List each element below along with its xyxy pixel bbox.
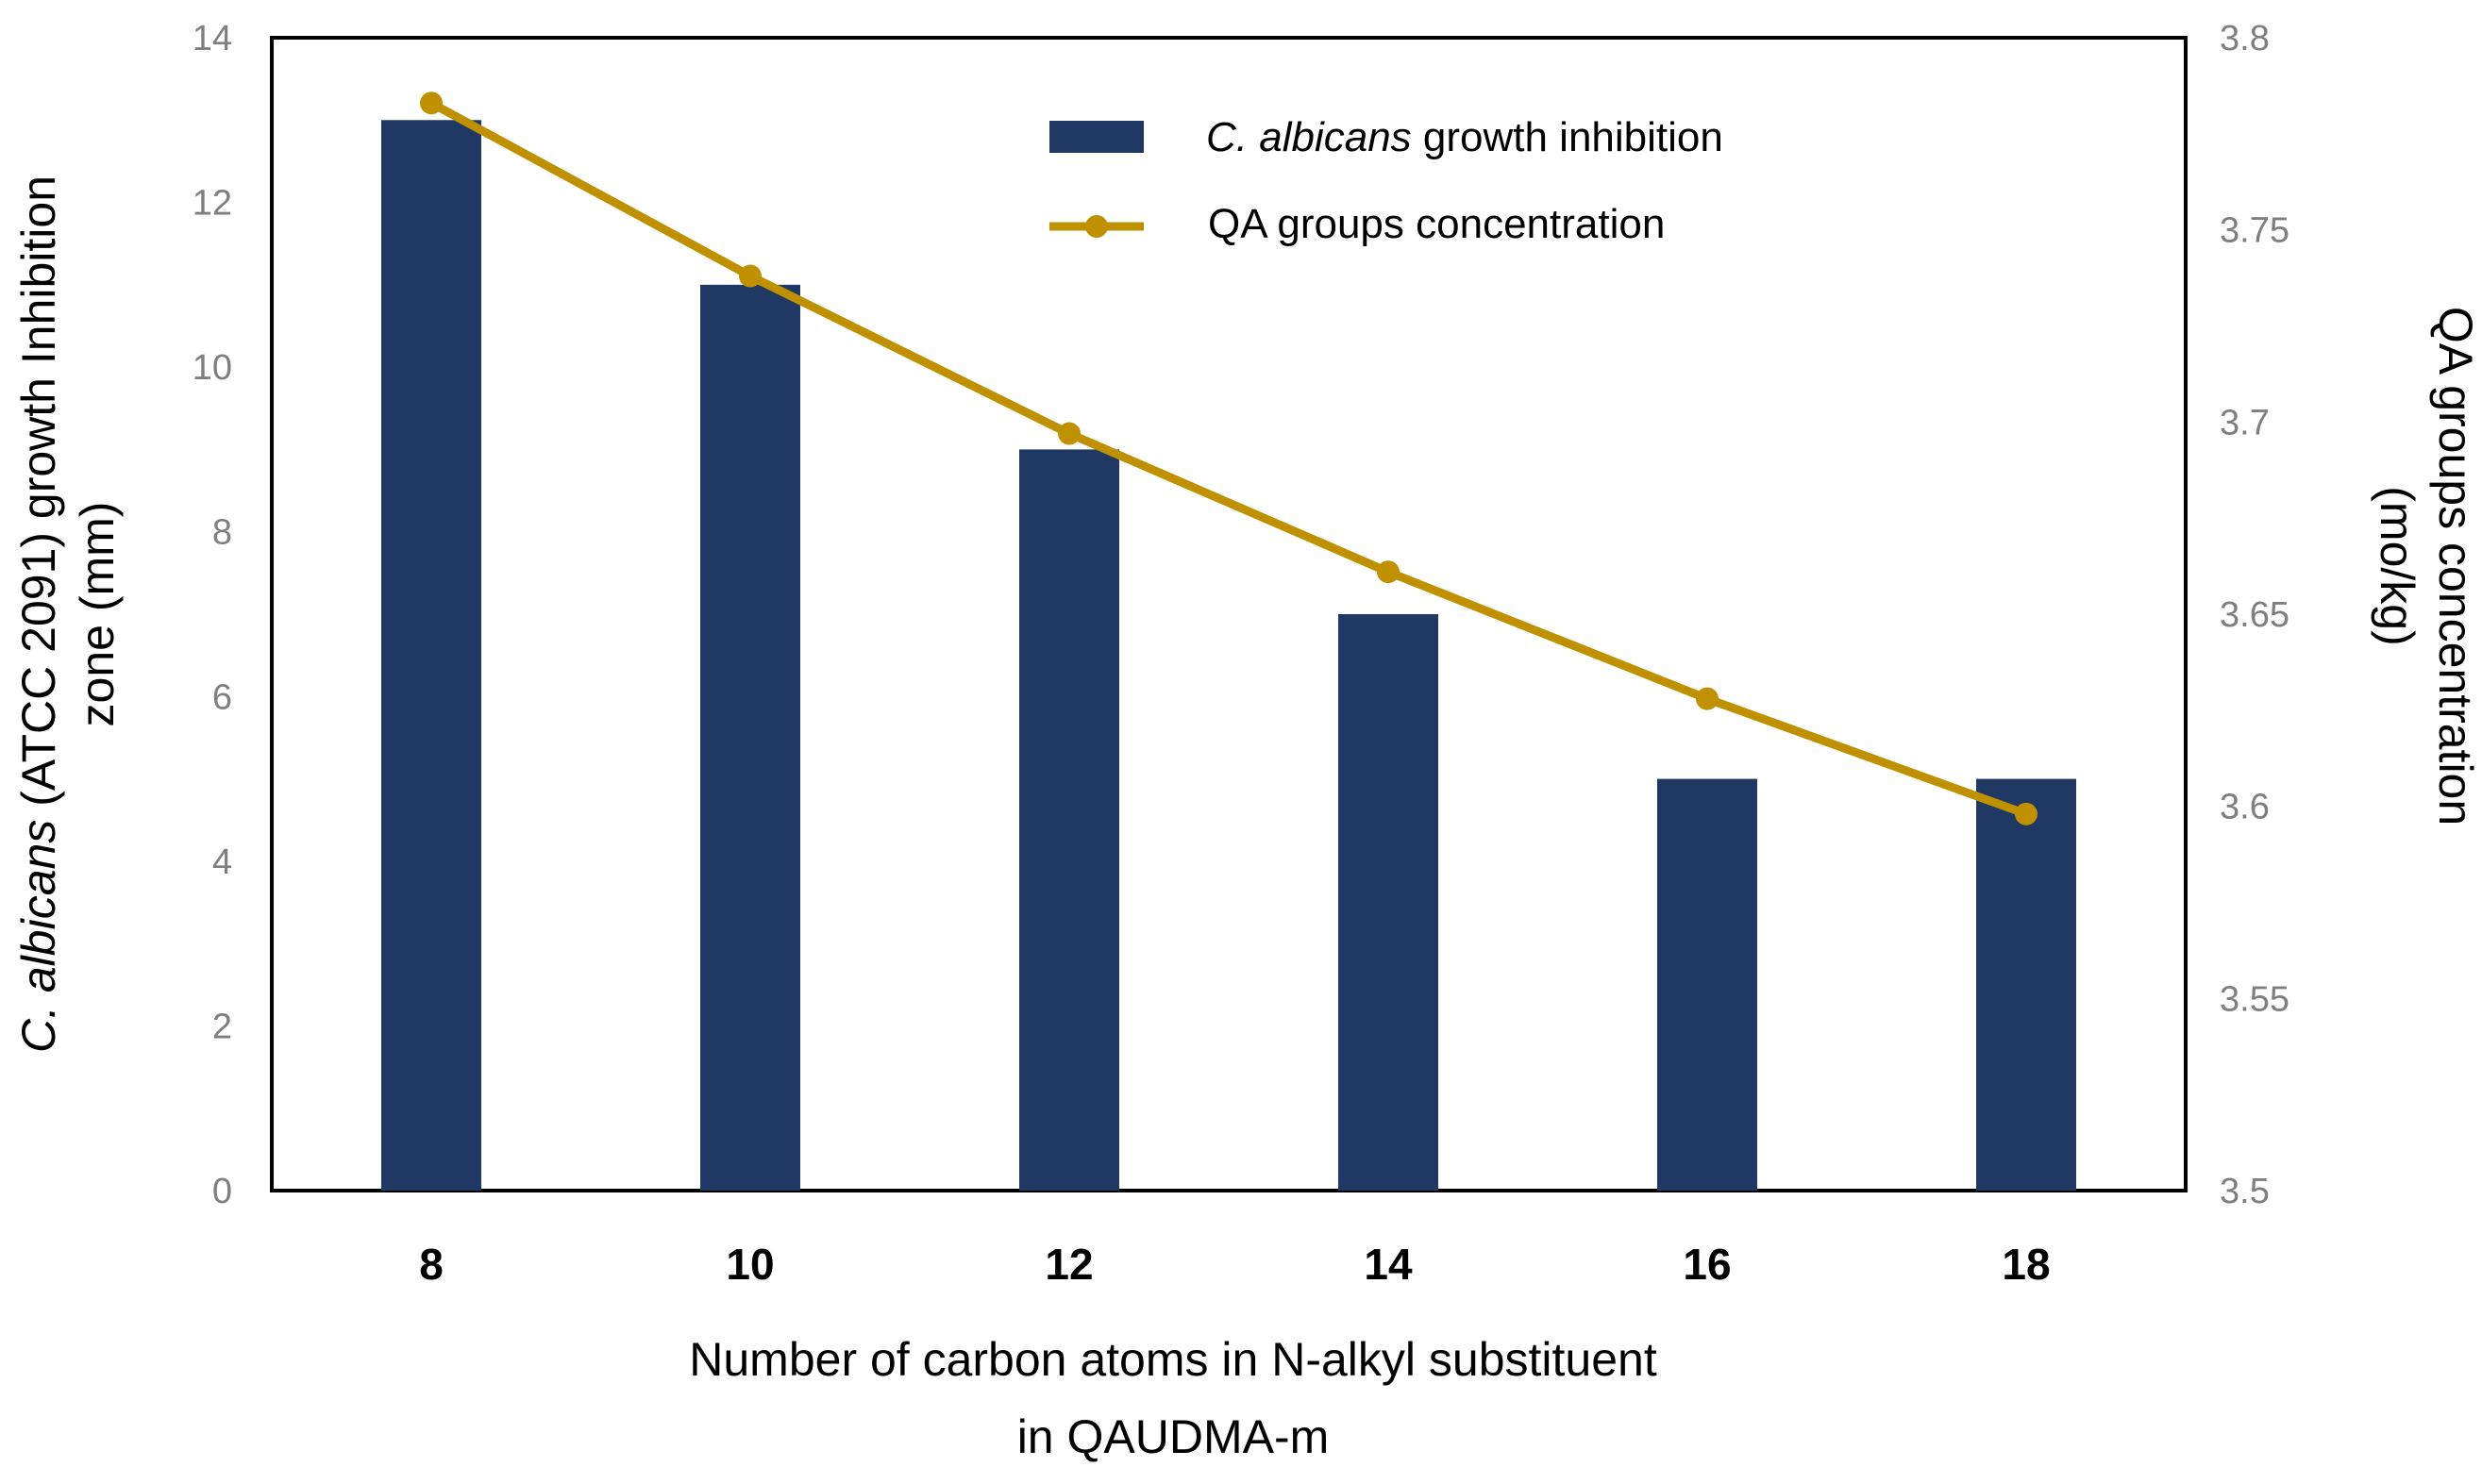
right-axis-title-line1: QA groups concentration	[2429, 307, 2482, 825]
legend-bar-swatch	[1049, 121, 1144, 153]
right-tick-label: 3.5	[2220, 1172, 2270, 1211]
left-tick-label: 2	[212, 1007, 232, 1046]
legend-bar-label-rest: growth inhibition	[1412, 114, 1723, 160]
left-tick-label: 8	[212, 513, 232, 553]
x-tick-label: 18	[2002, 1240, 2050, 1289]
right-tick-label: 3.55	[2220, 979, 2289, 1019]
legend: C. albicans growth inhibition QA groups …	[1049, 114, 1723, 247]
ticks-layer: 0 2 4 6 8 10 12 14 3.5 3.55 3.6 3.65 3.7 3.75 3.8 8 10 12…	[193, 19, 2289, 1289]
right-axis-title: QA groups concentration (mo/kg)	[2371, 307, 2482, 825]
left-axis-title-line1: C. albicans (ATCC 2091) growth Inhibitio…	[12, 175, 65, 1053]
plot-frame	[270, 36, 2188, 1192]
x-tick-label: 8	[419, 1240, 444, 1289]
bar-12	[1019, 449, 1119, 1191]
left-axis-title-rest: (ATCC 2091) growth Inhibition	[12, 175, 65, 820]
left-tick-label: 4	[212, 842, 232, 882]
qa-concentration-line	[428, 99, 2028, 819]
left-axis-title-italic: C. albicans	[12, 820, 65, 1053]
right-tick-label: 3.7	[2220, 403, 2270, 442]
left-tick-label: 12	[193, 184, 232, 224]
bar-16	[1657, 778, 1757, 1191]
left-tick-label: 0	[212, 1172, 232, 1211]
line-point-18	[2015, 802, 2038, 825]
line-point-10	[739, 264, 762, 288]
line-point-12	[1058, 422, 1081, 445]
x-axis-title-line2: in QAUDMA-m	[1017, 1410, 1330, 1463]
bar-18	[1976, 778, 2076, 1191]
right-tick-label: 3.8	[2220, 19, 2270, 58]
x-tick-label: 10	[726, 1240, 774, 1289]
right-axis-title-line2: (mo/kg)	[2371, 486, 2423, 645]
bar-14	[1338, 614, 1438, 1191]
x-tick-label: 12	[1045, 1240, 1093, 1289]
legend-line-marker	[1085, 215, 1108, 238]
bar-8	[381, 120, 481, 1191]
legend-line-label: QA groups concentration	[1208, 201, 1665, 247]
line-layer	[420, 92, 2038, 825]
bar-10	[700, 284, 800, 1191]
line-point-16	[1696, 687, 1719, 710]
right-tick-label: 3.75	[2220, 211, 2289, 251]
left-axis-title-line2: zone (mm)	[71, 502, 124, 727]
x-axis-title-line1: Number of carbon atoms in N-alkyl substi…	[689, 1333, 1657, 1386]
legend-bar-label: C. albicans growth inhibition	[1206, 114, 1723, 160]
left-tick-label: 14	[193, 19, 232, 58]
left-tick-label: 10	[193, 348, 232, 388]
line-point-14	[1377, 560, 1400, 584]
line-point-8	[420, 92, 443, 115]
right-tick-label: 3.6	[2220, 788, 2270, 827]
x-tick-label: 14	[1364, 1240, 1413, 1289]
x-tick-label: 16	[1683, 1240, 1731, 1289]
right-tick-label: 3.65	[2220, 595, 2289, 635]
bars-layer	[381, 120, 2076, 1191]
left-tick-label: 6	[212, 677, 232, 717]
left-axis-title: C. albicans (ATCC 2091) growth Inhibitio…	[12, 175, 124, 1053]
legend-bar-label-italic: C. albicans	[1206, 114, 1412, 160]
